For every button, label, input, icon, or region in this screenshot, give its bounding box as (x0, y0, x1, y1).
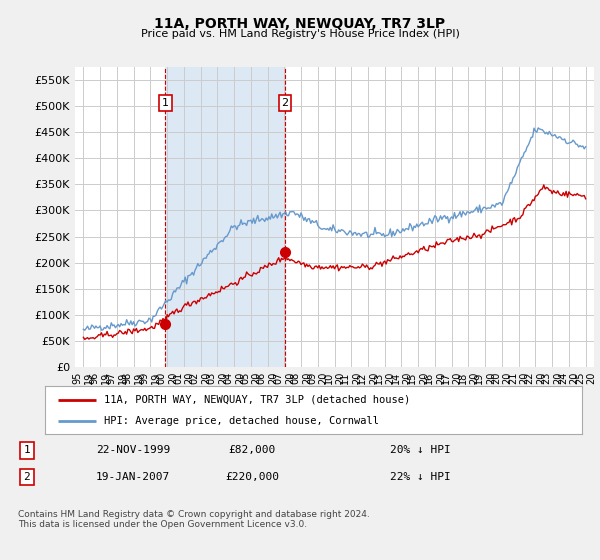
Text: £220,000: £220,000 (225, 472, 279, 482)
Text: 19-JAN-2007: 19-JAN-2007 (96, 472, 170, 482)
Text: 20% ↓ HPI: 20% ↓ HPI (390, 445, 451, 455)
Text: 22-NOV-1999: 22-NOV-1999 (96, 445, 170, 455)
Text: 1: 1 (23, 445, 31, 455)
Text: Price paid vs. HM Land Registry's House Price Index (HPI): Price paid vs. HM Land Registry's House … (140, 29, 460, 39)
Text: Contains HM Land Registry data © Crown copyright and database right 2024.
This d: Contains HM Land Registry data © Crown c… (18, 510, 370, 529)
Text: HPI: Average price, detached house, Cornwall: HPI: Average price, detached house, Corn… (104, 416, 379, 426)
Bar (166, 67, 285, 367)
Text: 2: 2 (281, 98, 289, 108)
Text: 11A, PORTH WAY, NEWQUAY, TR7 3LP (detached house): 11A, PORTH WAY, NEWQUAY, TR7 3LP (detach… (104, 395, 410, 405)
Text: £82,000: £82,000 (229, 445, 275, 455)
Text: 1: 1 (162, 98, 169, 108)
Text: 11A, PORTH WAY, NEWQUAY, TR7 3LP: 11A, PORTH WAY, NEWQUAY, TR7 3LP (154, 17, 446, 31)
Text: 22% ↓ HPI: 22% ↓ HPI (390, 472, 451, 482)
Text: 2: 2 (23, 472, 31, 482)
